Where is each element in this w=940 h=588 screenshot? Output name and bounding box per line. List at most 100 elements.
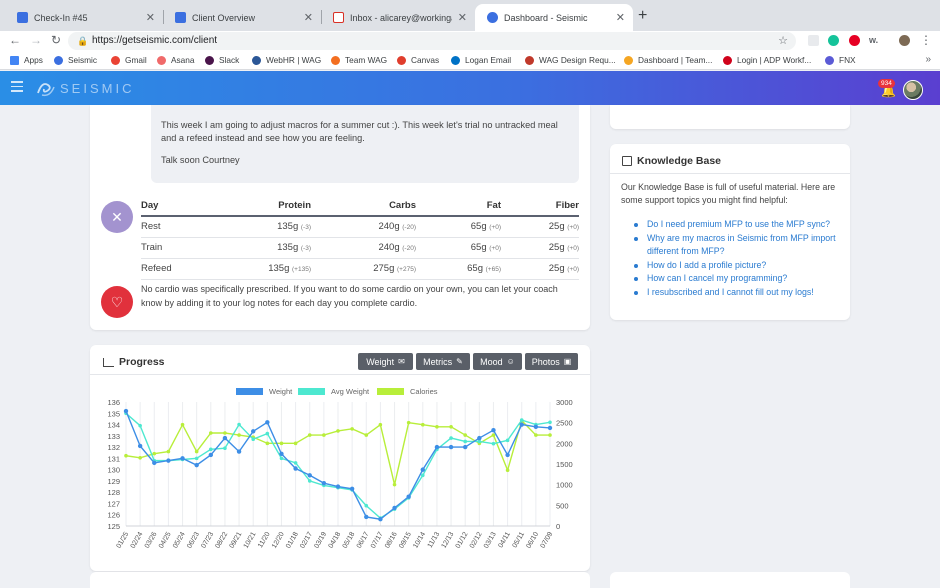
bookmark-item[interactable]: WAG Design Requ... <box>525 55 616 65</box>
knowledge-base-link[interactable]: How do I add a profile picture? <box>633 259 845 273</box>
tab-close-icon[interactable]: ✕ <box>145 12 155 24</box>
hamburger-menu-icon[interactable] <box>11 81 23 92</box>
tab-close-icon[interactable]: ✕ <box>615 12 625 24</box>
browser-tab-strip: Check-In #45 ✕ Client Overview ✕ Inbox -… <box>0 0 940 31</box>
bookmark-item[interactable]: Asana <box>157 55 195 65</box>
bookmark-favicon-icon <box>723 55 732 65</box>
cell-delta: (+65) <box>485 266 501 273</box>
w-extension-icon[interactable]: w. <box>869 35 879 45</box>
y-left-tick-label: 126 <box>107 511 120 520</box>
browser-tab-inbox[interactable]: Inbox - alicarey@workingagain ✕ <box>321 4 475 31</box>
legend-weight[interactable]: Weight <box>236 387 292 396</box>
bookmark-item[interactable]: Apps <box>10 55 43 65</box>
app-header: SEISMIC 🔔 <box>0 71 940 105</box>
x-tick-label: 12/13 <box>441 531 456 550</box>
new-tab-plus-icon[interactable]: + <box>638 7 648 24</box>
bookmark-label: Logan Email <box>465 55 512 65</box>
bookmark-item[interactable]: Login | ADP Workf... <box>723 55 811 65</box>
bookmark-item[interactable]: FNX <box>825 55 856 65</box>
weight-point <box>434 444 440 450</box>
back-arrow-icon[interactable]: ← <box>9 33 21 47</box>
browser-toolbar: ← → ↻ 🔒 https://getseismic.com/client ☆ … <box>0 31 940 52</box>
bookmark-item[interactable]: Canvas <box>397 55 439 65</box>
pinterest-extension-icon[interactable] <box>849 35 860 46</box>
tab-close-icon[interactable]: ✕ <box>303 12 313 24</box>
weight-button[interactable]: Weight ✉ <box>358 353 413 370</box>
knowledge-base-link[interactable]: Why are my macros in Seismic from MFP im… <box>633 232 845 259</box>
cell-value: 240g <box>378 242 400 253</box>
bookmark-item[interactable]: Logan Email <box>451 55 511 65</box>
cell-value: Rest <box>141 221 161 232</box>
bookmark-label: Apps <box>24 55 43 65</box>
menu-kebab-icon[interactable]: ⋮ <box>920 33 932 47</box>
knowledge-base-link[interactable]: I resubscribed and I cannot fill out my … <box>633 286 845 300</box>
macros-table: Day Protein Carbs Fat Fiber Rest 135g (-3… <box>141 196 579 280</box>
y-left-tick-label: 134 <box>107 421 120 430</box>
cell-carbs: 240g (-20) <box>311 216 416 238</box>
chart-icon <box>103 357 114 367</box>
bookmark-item[interactable]: Dashboard | Team... <box>624 55 712 65</box>
calories-point <box>463 433 468 437</box>
avg-weight-point <box>491 441 496 446</box>
bookmark-item[interactable]: Gmail <box>111 55 147 65</box>
weight-point <box>307 473 312 478</box>
images-icon: ▣ <box>563 357 572 366</box>
address-bar[interactable]: 🔒 https://getseismic.com/client ☆ <box>68 32 796 50</box>
bookmarks-overflow-icon[interactable]: » <box>925 54 931 65</box>
browser-tab-client-overview[interactable]: Client Overview ✕ <box>163 4 321 31</box>
bookmark-item[interactable]: Seismic <box>54 55 97 65</box>
x-tick-label: 08/16 <box>384 531 399 550</box>
bookmark-item[interactable]: WebHR | WAG <box>252 55 321 65</box>
cell-day: Refeed <box>141 258 241 280</box>
bookmark-star-icon[interactable]: ☆ <box>778 35 788 47</box>
cell-delta: (+0) <box>567 245 579 252</box>
bookmark-label: WebHR | WAG <box>266 55 322 65</box>
bookmark-item[interactable]: Team WAG <box>331 55 387 65</box>
browser-tab-dashboard[interactable]: Dashboard - Seismic ✕ <box>475 4 633 31</box>
knowledge-base-link[interactable]: Do I need premium MFP to use the MFP syn… <box>633 218 845 232</box>
legend-avg-weight[interactable]: Avg Weight <box>298 387 369 396</box>
col-day: Day <box>141 196 241 217</box>
profile-avatar-icon[interactable] <box>899 35 910 46</box>
tape-icon: ✎ <box>456 357 463 366</box>
user-avatar[interactable] <box>903 80 923 100</box>
browser-tab-checkin[interactable]: Check-In #45 ✕ <box>5 4 163 31</box>
bookmark-item[interactable]: Slack <box>205 55 239 65</box>
extension-doc-icon[interactable] <box>808 35 819 46</box>
grammarly-extension-icon[interactable] <box>828 35 839 46</box>
knowledge-base-link[interactable]: How can I cancel my programming? <box>633 272 845 286</box>
col-protein: Protein <box>241 196 311 217</box>
bookmark-label: Dashboard | Team... <box>638 55 713 65</box>
photos-button[interactable]: Photos ▣ <box>525 353 578 370</box>
tab-close-icon[interactable]: ✕ <box>457 12 467 24</box>
calories-point <box>194 449 199 454</box>
cell-value: 65g <box>470 221 487 232</box>
avg-weight-point <box>209 447 213 452</box>
seismic-favicon-icon <box>487 12 498 23</box>
coach-message-signoff: Talk soon Courtney <box>161 155 240 165</box>
avg-weight-point <box>279 456 284 461</box>
x-tick-label: 09/21 <box>229 531 244 550</box>
cell-value: 275g <box>373 263 395 274</box>
cell-delta: (+0) <box>489 224 501 231</box>
calories-point <box>265 441 270 446</box>
progress-title: Progress <box>119 356 165 368</box>
weight-point <box>208 452 213 458</box>
calories-point <box>279 441 284 446</box>
calories-point <box>322 433 326 437</box>
forward-arrow-icon[interactable]: → <box>30 33 42 47</box>
x-tick-label: 06/23 <box>186 531 201 550</box>
x-tick-label: 07/09 <box>540 531 555 550</box>
reload-icon[interactable]: ↻ <box>51 33 62 47</box>
cardio-note: No cardio was specifically prescribed. I… <box>141 284 558 308</box>
weight-point <box>321 480 327 486</box>
mood-button[interactable]: Mood ☺ <box>473 353 522 370</box>
bookmark-favicon-icon <box>252 55 261 65</box>
bookmark-label: Asana <box>171 55 195 65</box>
metrics-button[interactable]: Metrics ✎ <box>416 353 470 370</box>
legend-calories[interactable]: Calories <box>377 387 438 396</box>
legend-swatch <box>236 388 263 395</box>
y-left-tick-label: 125 <box>107 522 120 531</box>
calories-point <box>435 425 439 429</box>
cell-delta: (+0) <box>567 266 579 273</box>
